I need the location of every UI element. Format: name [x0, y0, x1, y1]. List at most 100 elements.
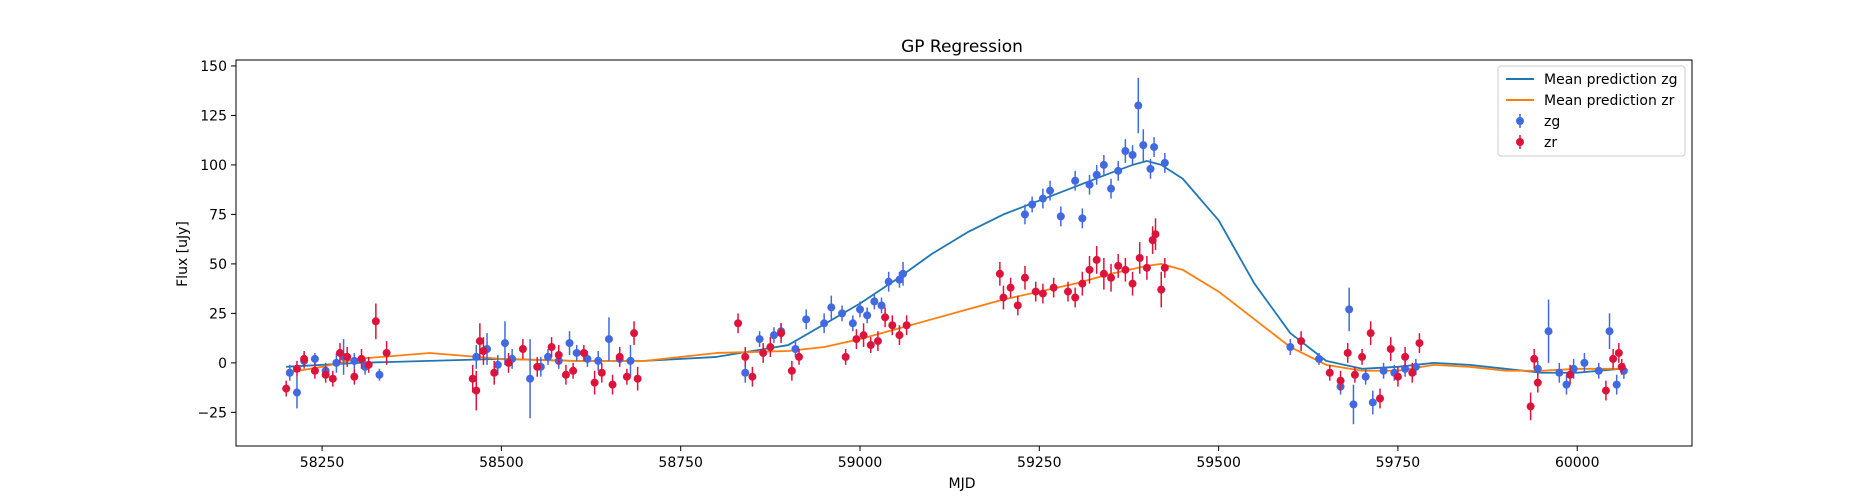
data-point-zg [1038, 194, 1047, 203]
data-point-zr [1609, 354, 1618, 363]
axes-layer: 58250 58500 58750 59000 59250 59500 59750 60000… [197, 59, 1693, 471]
data-point-zg [1056, 212, 1065, 221]
data-point-zg [1099, 160, 1108, 169]
data-point-zg [895, 275, 904, 284]
data-point-zr [547, 343, 556, 352]
data-point-zg [1078, 214, 1087, 223]
data-point-zr [1006, 283, 1015, 292]
data-point-zg [1134, 101, 1143, 110]
data-point-zr [504, 358, 513, 367]
data-point-zr [1092, 255, 1101, 264]
data-point-zr [622, 372, 631, 381]
data-point-zr [630, 329, 639, 338]
data-point-zr [336, 348, 344, 357]
data-point-zr [759, 348, 768, 357]
x-tick-label: 59750 [1376, 455, 1421, 471]
data-point-zg [332, 358, 341, 367]
legend-box [1497, 65, 1686, 157]
data-point-zr [1160, 263, 1169, 272]
data-point-zg [1580, 358, 1589, 367]
data-point-zg [1160, 158, 1169, 167]
chart-legend: Mean prediction zg Mean prediction zr zg zr [1497, 65, 1686, 157]
data-point-zg [1605, 327, 1614, 336]
data-point-zg [350, 356, 359, 365]
data-point-zr [787, 366, 796, 375]
data-point-zg [375, 370, 384, 379]
data-point-zr [615, 352, 624, 361]
data-point-zg [741, 368, 750, 377]
data-point-zg [1315, 354, 1324, 363]
x-tick-label: 58500 [479, 455, 524, 471]
data-point-zr [1614, 348, 1623, 357]
data-point-zr [561, 370, 570, 379]
data-point-zr [888, 321, 897, 330]
y-tick-label: 125 [200, 108, 227, 124]
data-point-zg [472, 352, 481, 361]
data-point-zg [877, 301, 886, 310]
data-point-zg [1107, 184, 1116, 193]
legend-swatch-zg [1516, 114, 1524, 128]
chart-title: GP Regression [901, 37, 1023, 57]
data-point-zr [1386, 345, 1395, 354]
data-point-zr [1013, 301, 1022, 310]
data-point-zr [1533, 378, 1542, 387]
data-point-zr [1415, 339, 1424, 348]
data-point-zg [1020, 210, 1029, 219]
data-point-zg [526, 374, 535, 383]
legend-label-mean-prediction-zg: Mean prediction zg [1544, 72, 1678, 88]
plot-frame [235, 59, 1693, 447]
data-point-zr [999, 293, 1008, 302]
data-point-zr [1020, 273, 1029, 282]
data-point-zg [838, 309, 847, 318]
data-point-zr [873, 337, 882, 346]
data-point-zr [1566, 370, 1575, 379]
data-point-zr [282, 384, 291, 393]
data-point-zr [1336, 376, 1345, 385]
data-point-zg [1150, 143, 1159, 152]
data-point-zg [594, 356, 603, 365]
data-point-zr [1121, 265, 1130, 274]
x-axis-label: MJD [949, 476, 976, 492]
legend-swatch-zr [1516, 135, 1524, 149]
data-point-zr [1393, 372, 1402, 381]
data-point-zg [1139, 141, 1148, 150]
data-point-zr [1526, 402, 1535, 411]
data-point-zg [1562, 380, 1571, 389]
y-tick-label: 150 [200, 59, 227, 75]
data-point-zg [1569, 364, 1578, 373]
data-point-zr [357, 354, 366, 363]
data-point-zg [1128, 151, 1137, 160]
data-point-zr [1358, 352, 1367, 361]
data-point-zr [371, 317, 380, 326]
y-tick-label: 100 [200, 158, 227, 174]
series-layer [282, 77, 1628, 425]
data-point-zg [1612, 380, 1621, 389]
data-point-zr [1085, 265, 1094, 274]
data-point-zr [1366, 329, 1375, 338]
data-point-zr [608, 380, 617, 389]
data-point-zr [795, 352, 804, 361]
data-point-zr [777, 329, 786, 338]
data-point-zg [755, 335, 764, 344]
data-point-zr [479, 346, 488, 355]
data-point-zg [856, 305, 864, 314]
data-point-zr [597, 368, 606, 377]
data-point-zr [590, 378, 599, 387]
y-tick-label: −25 [197, 405, 227, 421]
data-point-zr [554, 350, 563, 359]
data-point-zr [350, 372, 359, 381]
data-point-zr [1325, 368, 1334, 377]
data-point-zg [1379, 366, 1388, 375]
data-point-zr [533, 362, 542, 371]
data-point-zg [1411, 362, 1420, 371]
data-point-zr [475, 337, 484, 346]
data-point-zg [1071, 176, 1080, 185]
data-point-zr [1617, 362, 1626, 371]
data-point-zg [1361, 372, 1370, 381]
data-point-zg [884, 277, 893, 286]
data-point-zg [1594, 366, 1603, 375]
x-tick-label: 59250 [1017, 455, 1062, 471]
data-point-zr [1114, 261, 1123, 270]
data-point-zg [1046, 186, 1055, 195]
data-point-zr [579, 348, 588, 357]
